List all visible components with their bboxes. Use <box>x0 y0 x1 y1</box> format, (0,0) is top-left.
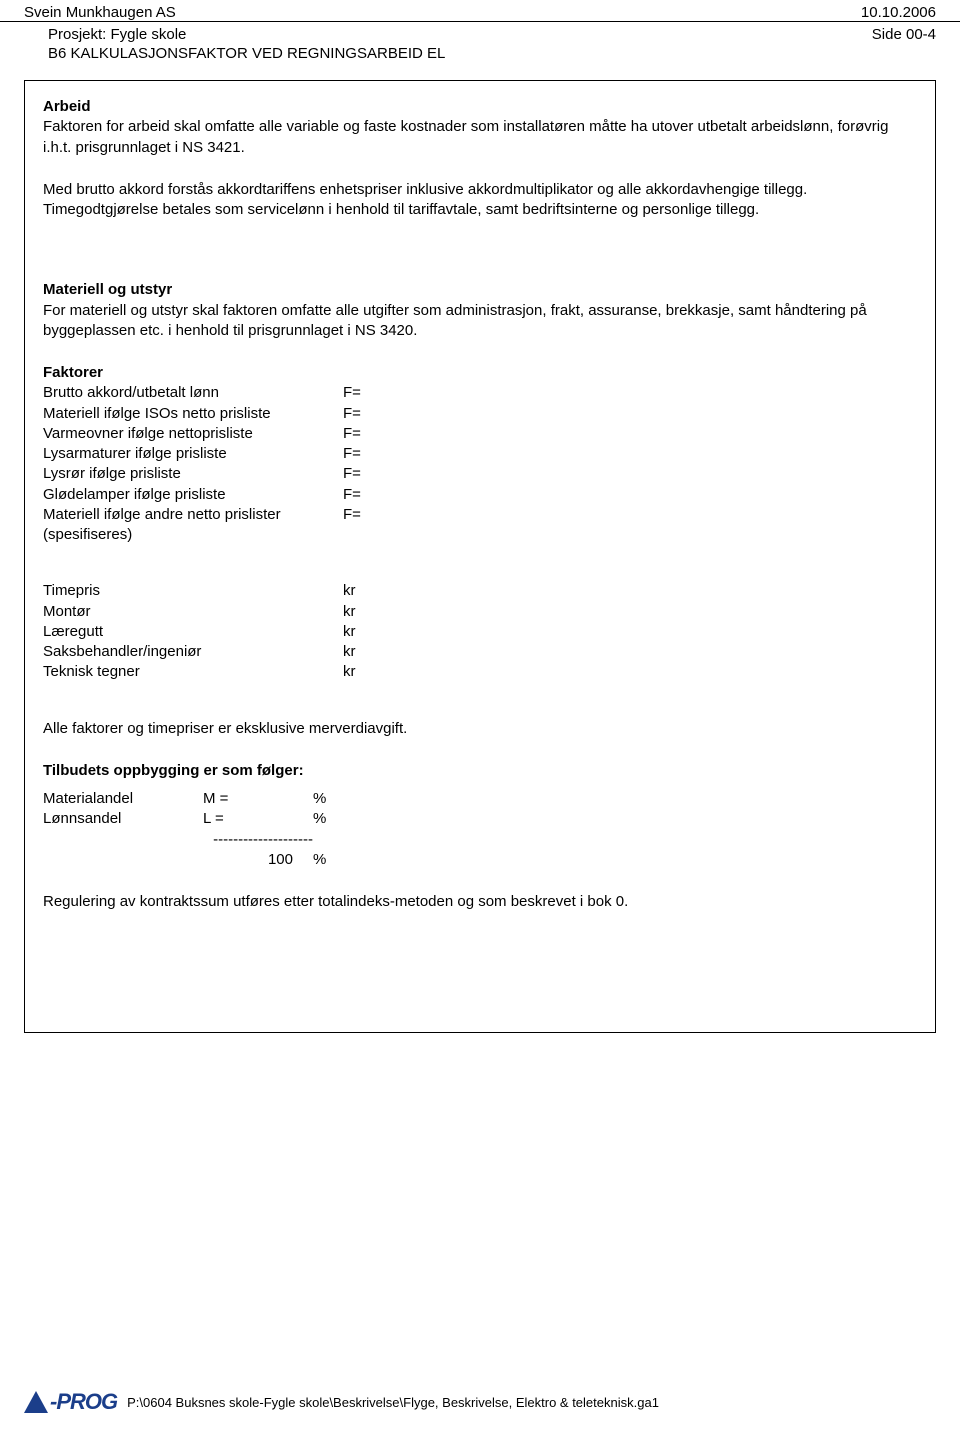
arbeid-paragraph-2: Med brutto akkord forstås akkordtariffen… <box>43 180 917 221</box>
faktor-label: Varmeovner ifølge nettoprisliste <box>43 424 343 444</box>
content-box: Arbeid Faktoren for arbeid skal omfatte … <box>24 80 936 1033</box>
timepris-label: Montør <box>43 602 343 622</box>
timepris-row: Saksbehandler/ingeniørkr <box>43 642 917 662</box>
materiell-paragraph: For materiell og utstyr skal faktoren om… <box>43 301 917 342</box>
faktorer-table: Brutto akkord/utbetalt lønnF=Materiell i… <box>43 383 917 545</box>
faktor-label: Lysarmaturer ifølge prisliste <box>43 444 343 464</box>
prog-logo-icon <box>24 1391 48 1413</box>
document-date: 10.10.2006 <box>861 4 936 21</box>
timepris-value: kr <box>343 622 356 642</box>
faktor-value: F= <box>343 444 361 464</box>
timepris-value: kr <box>343 662 356 682</box>
timepris-label: Teknisk tegner <box>43 662 343 682</box>
faktor-value: F= <box>343 383 361 403</box>
timepris-row: Montørkr <box>43 602 917 622</box>
timepris-value: kr <box>343 642 356 662</box>
header-subtitle-row: B6 KALKULASJONSFAKTOR VED REGNINGSARBEID… <box>0 43 960 62</box>
company-name: Svein Munkhaugen AS <box>24 4 176 21</box>
struct-dash: -------------------- <box>203 830 313 850</box>
timepris-table: TimepriskrMontørkrLæreguttkrSaksbehandle… <box>43 581 917 682</box>
footer-file-path: P:\0604 Buksnes skole-Fygle skole\Beskri… <box>127 1395 659 1410</box>
timepris-label: Læregutt <box>43 622 343 642</box>
timepris-row: Timepriskr <box>43 581 917 601</box>
timepris-row: Læreguttkr <box>43 622 917 642</box>
struct-row: LønnsandelL =% <box>43 809 917 829</box>
faktor-row: Glødelamper ifølge prislisteF= <box>43 485 917 505</box>
prog-logo-text: -PROG <box>50 1389 117 1415</box>
struct-right: % <box>313 789 373 809</box>
struct-total-row: 100 % <box>43 850 917 870</box>
faktor-row: Materiell ifølge ISOs netto prislisteF= <box>43 404 917 424</box>
faktor-value: F= <box>343 424 361 444</box>
timepris-value: kr <box>343 602 356 622</box>
faktor-label: (spesifiseres) <box>43 525 343 545</box>
faktor-value: F= <box>343 505 361 525</box>
faktor-value: F= <box>343 485 361 505</box>
timepris-value: kr <box>343 581 356 601</box>
faktor-row: (spesifiseres) <box>43 525 917 545</box>
faktor-value: F= <box>343 464 361 484</box>
struct-label: Materialandel <box>43 789 203 809</box>
struct-dash-label <box>43 830 203 850</box>
materiell-heading: Materiell og utstyr <box>43 280 917 300</box>
header-top: Svein Munkhaugen AS 10.10.2006 <box>0 0 960 22</box>
faktor-value: F= <box>343 404 361 424</box>
faktor-label: Glødelamper ifølge prisliste <box>43 485 343 505</box>
faktor-row: Brutto akkord/utbetalt lønnF= <box>43 383 917 403</box>
regulering-text: Regulering av kontraktssum utføres etter… <box>43 892 917 912</box>
faktor-row: Lysrør ifølge prislisteF= <box>43 464 917 484</box>
struct-table: MaterialandelM =%LønnsandelL =% <box>43 789 917 830</box>
faktor-label: Lysrør ifølge prisliste <box>43 464 343 484</box>
page-reference: Side 00-4 <box>872 26 936 43</box>
timepris-label: Timepris <box>43 581 343 601</box>
struct-heading: Tilbudets oppbygging er som følger: <box>43 761 917 781</box>
faktor-row: Lysarmaturer ifølge prislisteF= <box>43 444 917 464</box>
struct-total-label <box>43 850 203 870</box>
struct-right: % <box>313 809 373 829</box>
arbeid-heading: Arbeid <box>43 97 917 117</box>
faktorer-heading: Faktorer <box>43 363 917 383</box>
exclusive-mva-text: Alle faktorer og timepriser er eksklusiv… <box>43 719 917 739</box>
page-footer: -PROG P:\0604 Buksnes skole-Fygle skole\… <box>24 1389 936 1415</box>
struct-total-mid: 100 <box>203 850 313 870</box>
header-sub: Prosjekt: Fygle skole Side 00-4 <box>0 22 960 43</box>
timepris-row: Teknisk tegnerkr <box>43 662 917 682</box>
struct-mid: M = <box>203 789 313 809</box>
arbeid-paragraph-1: Faktoren for arbeid skal omfatte alle va… <box>43 117 917 158</box>
struct-dash-right <box>313 830 373 850</box>
project-label: Prosjekt: Fygle skole <box>48 26 186 43</box>
struct-label: Lønnsandel <box>43 809 203 829</box>
struct-row: MaterialandelM =% <box>43 789 917 809</box>
faktor-label: Materiell ifølge andre netto prislister <box>43 505 343 525</box>
faktor-row: Materiell ifølge andre netto prislisterF… <box>43 505 917 525</box>
faktor-row: Varmeovner ifølge nettoprislisteF= <box>43 424 917 444</box>
faktor-label: Brutto akkord/utbetalt lønn <box>43 383 343 403</box>
timepris-label: Saksbehandler/ingeniør <box>43 642 343 662</box>
struct-dash-row: -------------------- <box>43 830 917 850</box>
faktor-label: Materiell ifølge ISOs netto prisliste <box>43 404 343 424</box>
prog-logo: -PROG <box>24 1389 117 1415</box>
struct-mid: L = <box>203 809 313 829</box>
struct-total-right: % <box>313 850 373 870</box>
document-subtitle: B6 KALKULASJONSFAKTOR VED REGNINGSARBEID… <box>48 45 445 62</box>
